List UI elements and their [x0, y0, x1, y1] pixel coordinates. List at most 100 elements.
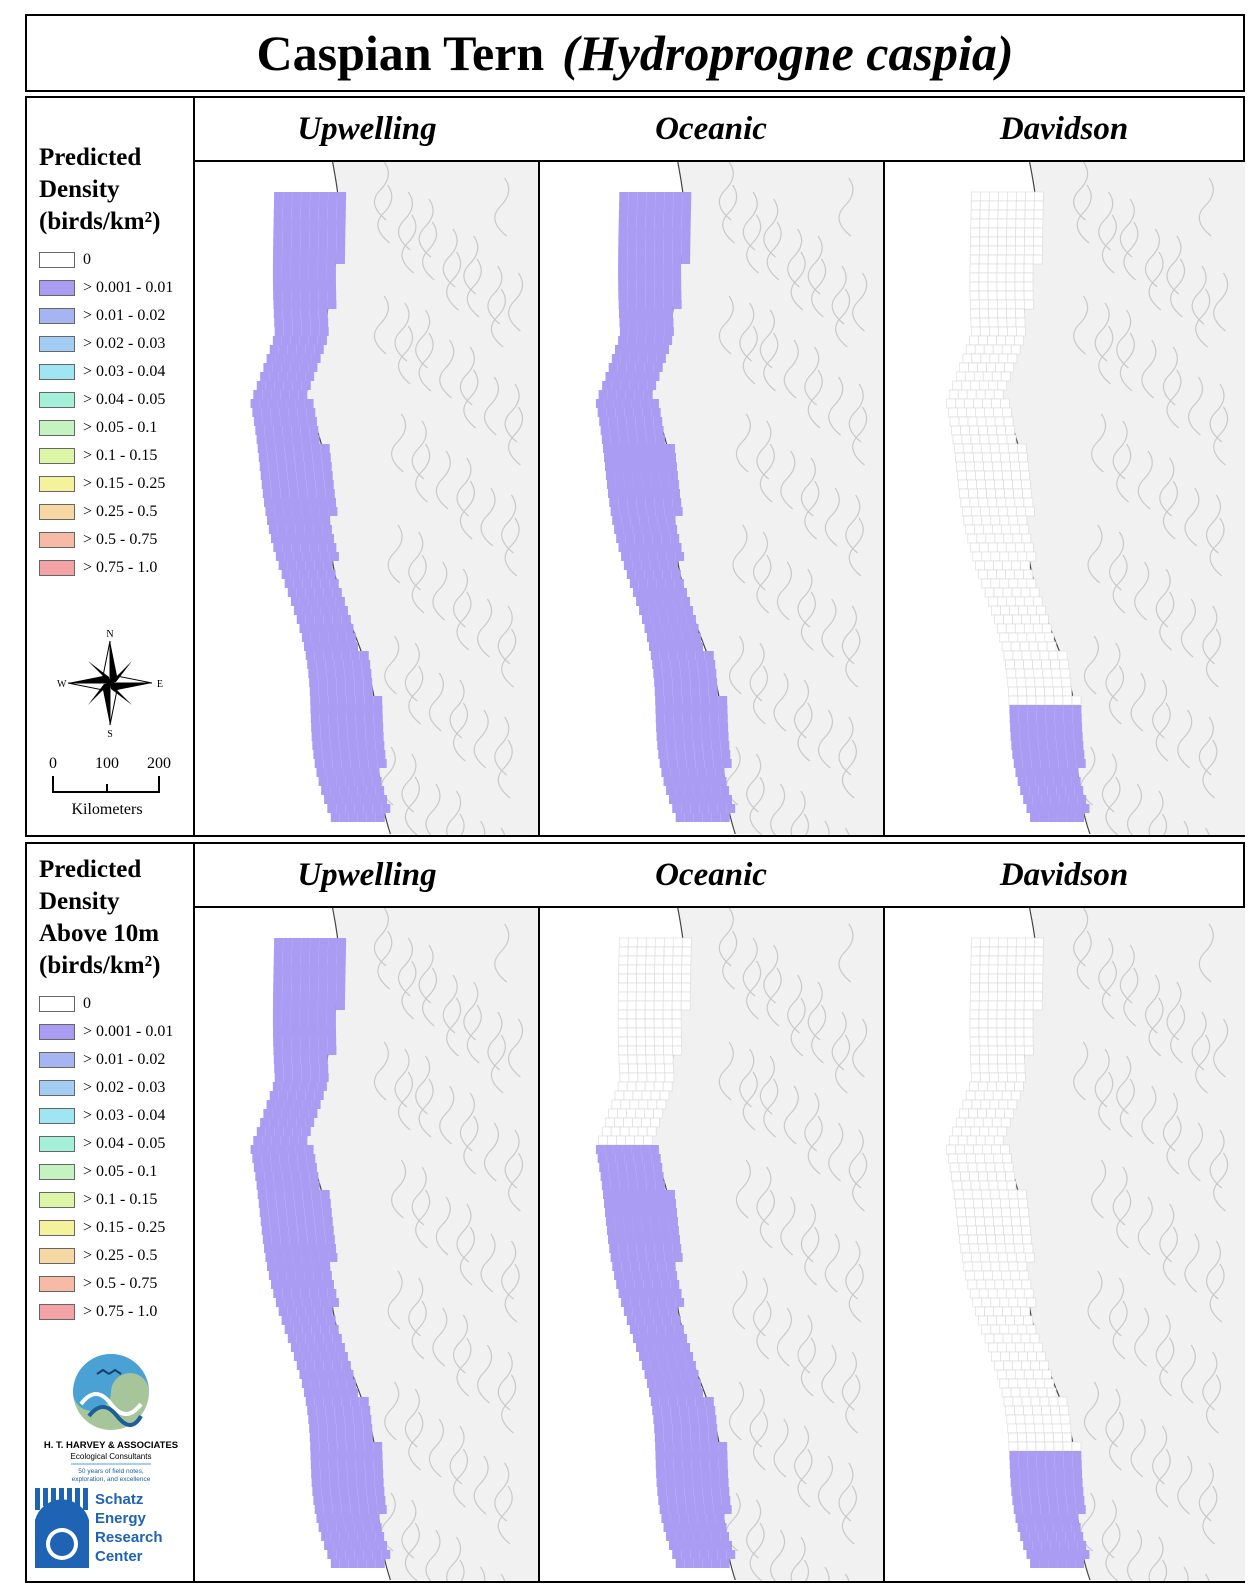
column-header-upwelling: Upwelling [297, 110, 437, 147]
legend-swatch [39, 1192, 75, 1208]
legend-swatch [39, 280, 75, 296]
legend-item: > 0.03 - 0.04 [39, 1102, 173, 1130]
map-davidson-top [886, 162, 1245, 835]
schatz-line-3: Research [95, 1529, 163, 1546]
legend-item: > 0.04 - 0.05 [39, 1130, 173, 1158]
map-canvas [595, 162, 883, 835]
compass-w: W [57, 679, 67, 690]
legend-bottom: Predicted Density Above 10m (birds/km²) … [27, 844, 195, 1581]
legend-item: > 0.02 - 0.03 [39, 1074, 173, 1102]
column-headers-bottom: Upwelling Oceanic Davidson [195, 844, 1243, 908]
schatz-line-4: Center [95, 1548, 143, 1565]
organization-logos: H. T. HARVEY & ASSOCIATES Ecological Con… [33, 1354, 178, 1568]
legend-label: > 0.03 - 0.04 [83, 1107, 166, 1124]
legend-item: > 0.1 - 0.15 [39, 442, 173, 470]
harvey-name: H. T. HARVEY & ASSOCIATES [44, 1440, 178, 1451]
legend-label: > 0.15 - 0.25 [83, 475, 166, 492]
legend-item: > 0.01 - 0.02 [39, 302, 173, 330]
legend-item: > 0.001 - 0.01 [39, 1018, 173, 1046]
legend-item: > 0.5 - 0.75 [39, 1270, 173, 1298]
maps-bottom [195, 908, 1245, 1581]
scale-tick-0: 0 [49, 755, 57, 772]
legend-label: > 0.03 - 0.04 [83, 363, 166, 380]
legend-label: > 0.25 - 0.5 [83, 1247, 158, 1264]
legend-swatch [39, 1108, 75, 1124]
legend-label: 0 [83, 995, 91, 1012]
legend-item: > 0.25 - 0.5 [39, 1242, 173, 1270]
column-header-davidson: Davidson [999, 110, 1129, 147]
map-canvas [250, 162, 539, 835]
legend-title: Predicted Density (birds/km²) [39, 144, 161, 235]
legend-label: > 0.01 - 0.02 [83, 307, 166, 324]
schatz-line-2: Energy [95, 1510, 147, 1527]
map-oceanic-top [541, 162, 883, 835]
title-common-name: Caspian Tern [256, 25, 545, 81]
legend-title: Predicted Density Above 10m (birds/km²) [39, 856, 161, 979]
legend-label: > 0.001 - 0.01 [83, 1023, 174, 1040]
legend-label: > 0.25 - 0.5 [83, 503, 158, 520]
legend-label: > 0.1 - 0.15 [83, 447, 158, 464]
legend-item: > 0.1 - 0.15 [39, 1186, 173, 1214]
legend-label: > 0.001 - 0.01 [83, 279, 174, 296]
panel-predicted-density: Predicted Density (birds/km²) 0 > 0.001 -… [25, 96, 1245, 837]
harvey-tag1: 50 years of field notes, [78, 1468, 144, 1475]
legend-item: > 0.03 - 0.04 [39, 358, 173, 386]
legend-swatch [39, 1276, 75, 1292]
legend-label: > 0.75 - 1.0 [83, 559, 158, 576]
legend-item: 0 [39, 990, 173, 1018]
legend-swatch [39, 1052, 75, 1068]
legend-item: > 0.001 - 0.01 [39, 274, 173, 302]
legend-swatch [39, 1304, 75, 1320]
legend-swatch [39, 1080, 75, 1096]
legend-label: > 0.75 - 1.0 [83, 1303, 158, 1320]
column-header-davidson: Davidson [999, 856, 1129, 893]
legend-label: > 0.5 - 0.75 [83, 1275, 158, 1292]
harvey-logo-icon [73, 1354, 149, 1430]
legend-swatch [39, 308, 75, 324]
map-canvas [250, 908, 539, 1581]
scale-unit: Kilometers [71, 801, 142, 818]
legend-label: > 0.02 - 0.03 [83, 335, 166, 352]
legend-swatch [39, 476, 75, 492]
legend-item: > 0.75 - 1.0 [39, 1298, 173, 1326]
legend-item: > 0.02 - 0.03 [39, 330, 173, 358]
map-davidson-bottom [886, 908, 1245, 1581]
map-canvas [946, 162, 1245, 835]
legend-label: > 0.01 - 0.02 [83, 1051, 166, 1068]
schatz-line-1: Schatz [95, 1491, 143, 1508]
legend-item: > 0.05 - 0.1 [39, 414, 173, 442]
legend-item: > 0.01 - 0.02 [39, 1046, 173, 1074]
legend-item: > 0.75 - 1.0 [39, 554, 173, 582]
legend-label: > 0.5 - 0.75 [83, 531, 158, 548]
scale-tick-200: 200 [147, 755, 171, 772]
legend-item: > 0.04 - 0.05 [39, 386, 173, 414]
legend-item: > 0.25 - 0.5 [39, 498, 173, 526]
legend-label: 0 [83, 251, 91, 268]
maps-top [195, 162, 1245, 835]
legend-swatch [39, 448, 75, 464]
legend-item: > 0.5 - 0.75 [39, 526, 173, 554]
legend-swatch [39, 1136, 75, 1152]
legend-item: > 0.15 - 0.25 [39, 1214, 173, 1242]
legend-top: Predicted Density (birds/km²) 0 > 0.001 -… [27, 98, 195, 835]
map-oceanic-bottom [541, 908, 883, 1581]
legend-classes: 0 > 0.001 - 0.01 > 0.01 - 0.02 > 0.02 - 0.0… [39, 246, 173, 582]
legend-swatch [39, 336, 75, 352]
column-header-oceanic: Oceanic [655, 110, 767, 147]
scale-bar: 0 100 200 Kilometers [47, 752, 187, 827]
logo-block: H. T. HARVEY & ASSOCIATES Ecological Con… [31, 1354, 191, 1577]
legend-swatch [39, 532, 75, 548]
legend-item: 0 [39, 246, 173, 274]
north-arrow-icon: N S E W [57, 629, 163, 738]
harvey-sub: Ecological Consultants [71, 1452, 152, 1461]
legend-swatch [39, 392, 75, 408]
harvey-tag2: exploration, and excellence [72, 1476, 151, 1483]
legend-swatch [39, 996, 75, 1012]
title-scientific-name: (Hydroprogne caspia) [562, 25, 1014, 81]
compass-e: E [157, 679, 163, 690]
legend-swatch [39, 1220, 75, 1236]
map-canvas [595, 908, 883, 1581]
legend-item: > 0.15 - 0.25 [39, 470, 173, 498]
legend-swatch [39, 1024, 75, 1040]
compass-n: N [106, 629, 113, 640]
